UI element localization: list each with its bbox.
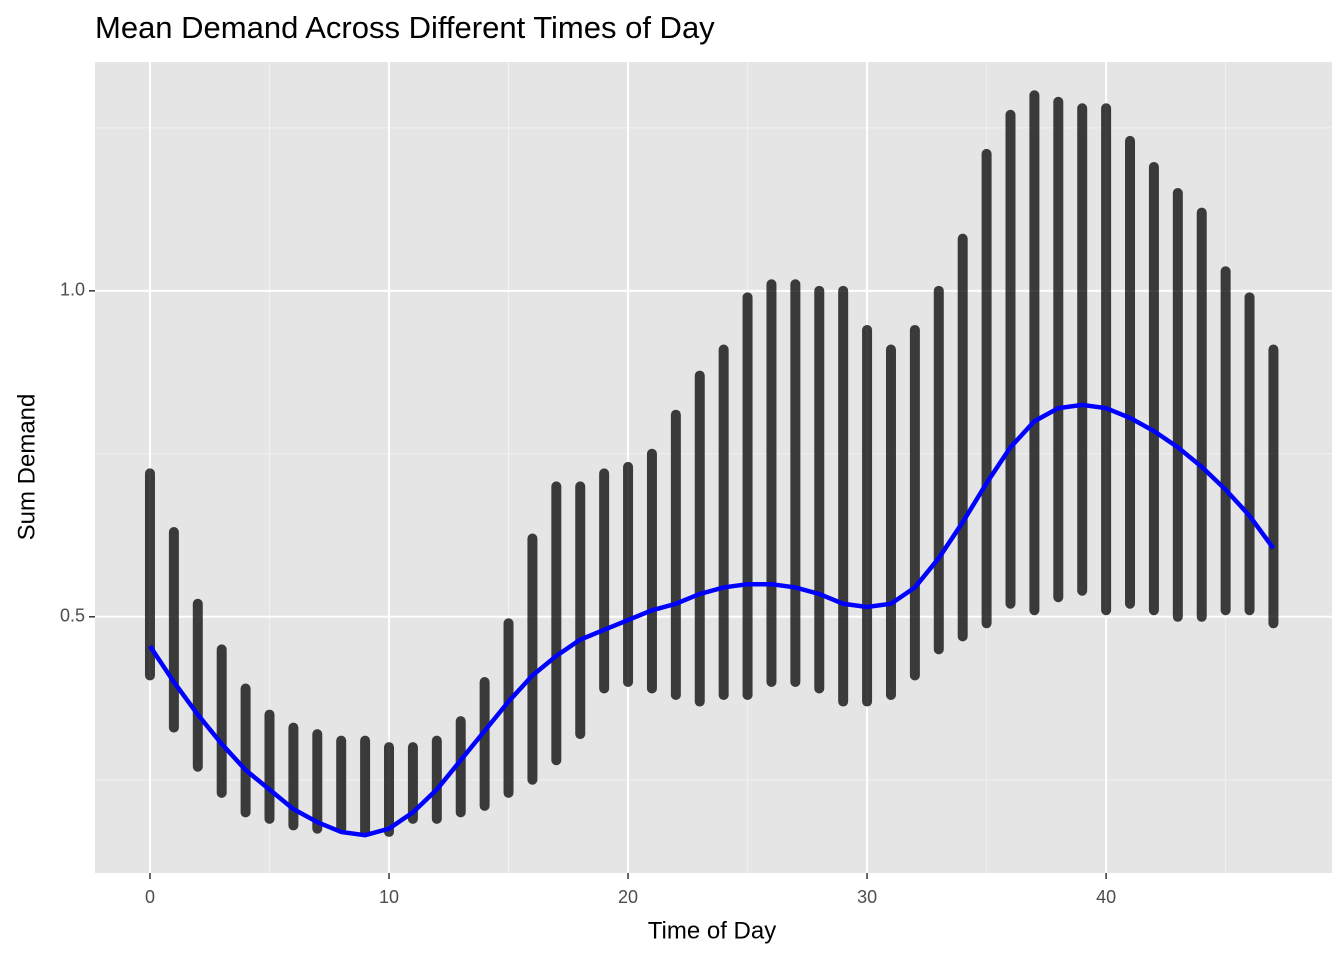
x-axis-label: Time of Day bbox=[648, 917, 776, 944]
x-tick-label: 20 bbox=[618, 887, 638, 907]
x-tick-label: 30 bbox=[857, 887, 877, 907]
y-tick-label: 0.5 bbox=[60, 606, 85, 626]
y-tick-label: 1.0 bbox=[60, 280, 85, 300]
x-tick-label: 40 bbox=[1096, 887, 1116, 907]
x-tick-label: 10 bbox=[379, 887, 399, 907]
y-axis-label: Sum Demand bbox=[13, 394, 40, 541]
panel bbox=[95, 62, 1332, 873]
x-tick-label: 0 bbox=[145, 887, 155, 907]
smooth-line bbox=[148, 402, 1276, 838]
chart-title: Mean Demand Across Different Times of Da… bbox=[95, 10, 715, 45]
